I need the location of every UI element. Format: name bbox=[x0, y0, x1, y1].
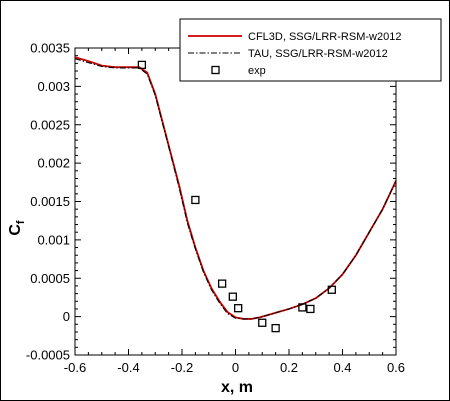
plot-layer: -0.6 -0.4 -0.2 0 0.2 0.4 0.6 -0.0005 0 0.0005 0.00… bbox=[26, 18, 442, 375]
y-axis-title-main: C bbox=[7, 224, 24, 236]
legend-label: CFL3D, SSG/LRR-RSM-w2012 bbox=[248, 31, 401, 43]
x-tick-label: -0.4 bbox=[117, 360, 139, 375]
exp-data-point bbox=[228, 292, 237, 301]
exp-data-point bbox=[258, 318, 267, 327]
legend-label: exp bbox=[248, 65, 266, 77]
x-tick-label: 0.4 bbox=[333, 360, 351, 375]
exp-data-point bbox=[271, 323, 280, 333]
x-tick-label: 0.2 bbox=[280, 360, 298, 375]
exp-data-point bbox=[327, 285, 336, 294]
tau-series-line bbox=[74, 58, 397, 320]
x-tick-label: 0.6 bbox=[387, 360, 405, 375]
y-tick-label: 0.001 bbox=[37, 232, 70, 247]
y-tick-label: -0.0005 bbox=[26, 348, 70, 363]
y-tick-label: 0.0035 bbox=[30, 41, 70, 56]
y-tick-label: 0 bbox=[63, 309, 70, 324]
y-axis-title: Cf bbox=[7, 220, 27, 236]
legend-box bbox=[179, 18, 442, 82]
exp-data-point bbox=[298, 303, 307, 312]
x-tick-label: -0.2 bbox=[171, 360, 193, 375]
x-tick-label: 0 bbox=[232, 360, 239, 375]
y-tick-label: 0.0015 bbox=[30, 194, 70, 209]
exp-data-point bbox=[217, 279, 227, 288]
legend-label: TAU, SSG/LRR-RSM-w2012 bbox=[248, 48, 388, 60]
y-tick-label: 0.0025 bbox=[30, 117, 70, 132]
y-tick-label: 0.003 bbox=[37, 79, 70, 94]
exp-data-point bbox=[306, 304, 315, 314]
exp-data-point bbox=[234, 304, 243, 313]
x-axis-title: x, m bbox=[221, 379, 253, 396]
y-tick-label: 0.0005 bbox=[30, 271, 70, 286]
exp-data-point bbox=[191, 195, 200, 205]
exp-data-point bbox=[137, 60, 147, 70]
legend-marker-exp bbox=[211, 65, 220, 75]
legend: CFL3D, SSG/LRR-RSM-w2012 TAU, SSG/LRR-RSM… bbox=[179, 18, 442, 82]
y-axis-title-subscript: f bbox=[15, 220, 27, 224]
x-tick-label: -0.6 bbox=[64, 360, 86, 375]
y-tick-label: 0.002 bbox=[37, 156, 70, 171]
